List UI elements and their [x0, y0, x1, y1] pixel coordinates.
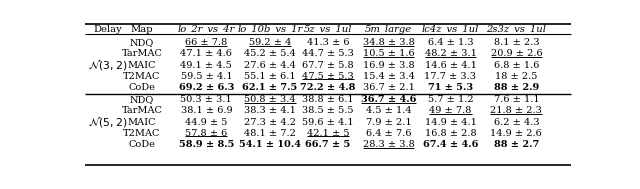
Text: 36.7 ± 4.6: 36.7 ± 4.6 — [361, 95, 416, 104]
Text: 6.8 ± 1.6: 6.8 ± 1.6 — [493, 60, 539, 70]
Text: 7.6 ± 1.1: 7.6 ± 1.1 — [493, 95, 539, 104]
Text: 27.6 ± 4.4: 27.6 ± 4.4 — [244, 60, 296, 70]
Text: CoDe: CoDe — [129, 140, 156, 149]
Text: 10.5 ± 1.6: 10.5 ± 1.6 — [363, 49, 414, 58]
Text: 47.5 ± 5.3: 47.5 ± 5.3 — [302, 72, 354, 81]
Text: 49.1 ± 4.5: 49.1 ± 4.5 — [180, 60, 232, 70]
Text: NDQ: NDQ — [130, 95, 154, 104]
Text: 66 ± 7.8: 66 ± 7.8 — [185, 38, 227, 47]
Text: 88 ± 2.9: 88 ± 2.9 — [493, 83, 539, 92]
Text: 2s3z_vs_1ul: 2s3z_vs_1ul — [486, 25, 547, 34]
Text: lc4z_vs_1ul: lc4z_vs_1ul — [422, 25, 479, 34]
Text: 6.4 ± 7.6: 6.4 ± 7.6 — [365, 129, 412, 138]
Text: 59.6 ± 4.1: 59.6 ± 4.1 — [302, 118, 354, 126]
Text: 38.1 ± 6.9: 38.1 ± 6.9 — [180, 106, 232, 115]
Text: NDQ: NDQ — [130, 38, 154, 47]
Text: 16.8 ± 2.8: 16.8 ± 2.8 — [424, 129, 476, 138]
Text: 67.7 ± 5.8: 67.7 ± 5.8 — [302, 60, 354, 70]
Text: 18 ± 2.5: 18 ± 2.5 — [495, 72, 538, 81]
Text: 17.7 ± 3.3: 17.7 ± 3.3 — [424, 72, 476, 81]
Text: 27.3 ± 4.2: 27.3 ± 4.2 — [244, 118, 296, 126]
Text: 44.7 ± 5.3: 44.7 ± 5.3 — [302, 49, 354, 58]
Text: 59.2 ± 4: 59.2 ± 4 — [249, 38, 291, 47]
Text: 59.5 ± 4.1: 59.5 ± 4.1 — [180, 72, 232, 81]
Text: 5z_vs_1ul: 5z_vs_1ul — [304, 25, 352, 34]
Text: 28.3 ± 3.8: 28.3 ± 3.8 — [363, 140, 414, 149]
Text: 67.4 ± 4.6: 67.4 ± 4.6 — [423, 140, 478, 149]
Text: 88 ± 2.7: 88 ± 2.7 — [493, 140, 539, 149]
Text: 50.3 ± 3.1: 50.3 ± 3.1 — [180, 95, 232, 104]
Text: 5m_large: 5m_large — [365, 25, 412, 34]
Text: CoDe: CoDe — [129, 83, 156, 92]
Text: 6.2 ± 4.3: 6.2 ± 4.3 — [493, 118, 539, 126]
Text: 14.6 ± 4.1: 14.6 ± 4.1 — [424, 60, 476, 70]
Text: 48.2 ± 3.1: 48.2 ± 3.1 — [424, 49, 476, 58]
Text: $\mathcal{N}(5,2)$: $\mathcal{N}(5,2)$ — [88, 115, 127, 129]
Text: 57.8 ± 6: 57.8 ± 6 — [185, 129, 227, 138]
Text: 38.3 ± 4.1: 38.3 ± 4.1 — [244, 106, 296, 115]
Text: 72.2 ± 4.8: 72.2 ± 4.8 — [300, 83, 356, 92]
Text: 69.2 ± 6.3: 69.2 ± 6.3 — [179, 83, 234, 92]
Text: lo_10b_vs_1r: lo_10b_vs_1r — [237, 25, 303, 34]
Text: lo_2r_vs_4r: lo_2r_vs_4r — [178, 25, 235, 34]
Text: 48.1 ± 7.2: 48.1 ± 7.2 — [244, 129, 296, 138]
Text: 5.7 ± 1.2: 5.7 ± 1.2 — [428, 95, 473, 104]
Text: 45.2 ± 5.4: 45.2 ± 5.4 — [244, 49, 296, 58]
Text: 15.4 ± 3.4: 15.4 ± 3.4 — [362, 72, 414, 81]
Text: TarMAC: TarMAC — [122, 106, 163, 115]
Text: 50.8 ± 3.4: 50.8 ± 3.4 — [244, 95, 296, 104]
Text: 38.8 ± 6.1: 38.8 ± 6.1 — [302, 95, 354, 104]
Text: 42.1 ± 5: 42.1 ± 5 — [307, 129, 349, 138]
Text: 54.1 ± 10.4: 54.1 ± 10.4 — [239, 140, 301, 149]
Text: Map: Map — [131, 25, 154, 34]
Text: 36.7 ± 2.1: 36.7 ± 2.1 — [362, 83, 414, 92]
Text: TarMAC: TarMAC — [122, 49, 163, 58]
Text: 38.5 ± 5.5: 38.5 ± 5.5 — [302, 106, 354, 115]
Text: 58.9 ± 8.5: 58.9 ± 8.5 — [179, 140, 234, 149]
Text: 44.9 ± 5: 44.9 ± 5 — [185, 118, 227, 126]
Text: 8.1 ± 2.3: 8.1 ± 2.3 — [493, 38, 539, 47]
Text: MAIC: MAIC — [128, 60, 156, 70]
Text: 4.5 ± 1.4: 4.5 ± 1.4 — [365, 106, 412, 115]
Text: 14.9 ± 4.1: 14.9 ± 4.1 — [424, 118, 476, 126]
Text: T2MAC: T2MAC — [124, 72, 161, 81]
Text: 7.9 ± 2.1: 7.9 ± 2.1 — [365, 118, 412, 126]
Text: Delay: Delay — [93, 25, 122, 34]
Text: 62.1 ± 7.5: 62.1 ± 7.5 — [243, 83, 298, 92]
Text: 16.9 ± 3.8: 16.9 ± 3.8 — [363, 60, 414, 70]
Text: 34.8 ± 3.8: 34.8 ± 3.8 — [363, 38, 414, 47]
Text: 71 ± 5.3: 71 ± 5.3 — [428, 83, 473, 92]
Text: 20.9 ± 2.6: 20.9 ± 2.6 — [490, 49, 542, 58]
Text: 55.1 ± 6.1: 55.1 ± 6.1 — [244, 72, 296, 81]
Text: MAIC: MAIC — [128, 118, 156, 126]
Text: 41.3 ± 6: 41.3 ± 6 — [307, 38, 349, 47]
Text: 6.4 ± 1.3: 6.4 ± 1.3 — [428, 38, 473, 47]
Text: T2MAC: T2MAC — [124, 129, 161, 138]
Text: 21.8 ± 2.3: 21.8 ± 2.3 — [490, 106, 542, 115]
Text: 66.7 ± 5: 66.7 ± 5 — [305, 140, 351, 149]
Text: 47.1 ± 4.6: 47.1 ± 4.6 — [180, 49, 232, 58]
Text: $\mathcal{N}(3,2)$: $\mathcal{N}(3,2)$ — [88, 58, 127, 72]
Text: 14.9 ± 2.6: 14.9 ± 2.6 — [490, 129, 542, 138]
Text: 49 ± 7.8: 49 ± 7.8 — [429, 106, 472, 115]
